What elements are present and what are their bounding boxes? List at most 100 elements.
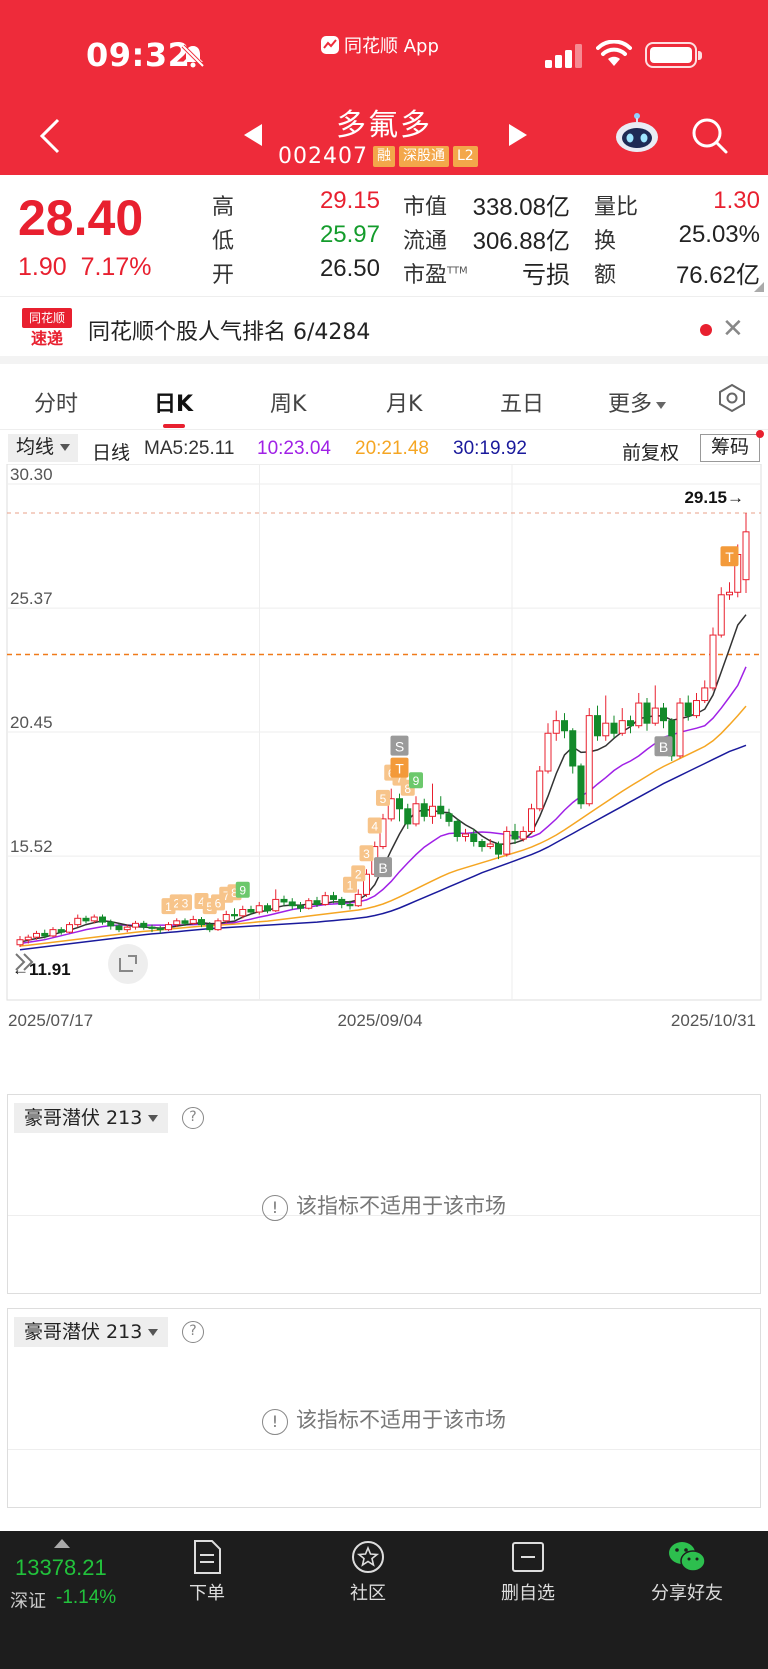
counter-marker-text: 9 <box>239 884 246 898</box>
help-icon[interactable]: ? <box>182 1107 204 1129</box>
chevron-up-icon[interactable] <box>54 1539 70 1548</box>
community-label: 社区 <box>350 1583 386 1604</box>
candle-down <box>115 925 123 931</box>
previous-stock-button[interactable] <box>244 124 262 146</box>
max-price-label: 29.15→ <box>684 488 744 507</box>
ma20-line <box>19 705 747 947</box>
next-stock-button[interactable] <box>509 124 527 146</box>
active-tab-indicator <box>163 424 185 428</box>
stock-badges: 融 深股通 L2 <box>373 146 478 167</box>
ma-select-label: 均线 <box>16 437 55 458</box>
candle-up <box>676 702 684 757</box>
chips-notice-dot <box>756 430 764 438</box>
share-friends-button[interactable]: 分享好友 <box>637 1539 737 1605</box>
candle-down <box>495 843 502 855</box>
order-button[interactable]: 下单 <box>157 1539 257 1605</box>
assistant-robot-icon[interactable] <box>614 112 660 154</box>
indicator-select-2[interactable]: 豪哥潜伏 213 <box>14 1317 169 1347</box>
ma5-value: MA5:25.11 <box>144 438 235 459</box>
cellular-signal-icon <box>545 44 582 68</box>
low-label: 低 <box>212 229 235 254</box>
candle-down <box>264 905 271 912</box>
candle-up <box>321 895 329 905</box>
panel-gridline <box>8 1449 760 1450</box>
order-label: 下单 <box>189 1583 225 1604</box>
counter-marker <box>376 789 390 806</box>
candle-up <box>24 936 32 941</box>
candle-down <box>511 830 519 840</box>
badge-connect: 深股通 <box>399 146 449 167</box>
community-button[interactable]: 社区 <box>318 1539 418 1605</box>
community-icon <box>352 1541 384 1573</box>
counter-marker-text: 7 <box>396 772 403 786</box>
ma-select[interactable]: 均线 <box>8 434 79 462</box>
header: 09:32 同花顺 App 多氟多 002407 融 深股 <box>0 0 768 175</box>
y-tick-label: 30.30 <box>10 465 53 484</box>
candle-down <box>346 903 354 907</box>
expand-quote-icon[interactable] <box>754 282 764 292</box>
candle-up <box>305 900 313 909</box>
tab-intraday[interactable]: 分时 <box>34 392 79 417</box>
indicator-panel-2: 豪哥潜伏 213 ? ! 该指标不适用于该市场 <box>7 1308 761 1508</box>
index-value[interactable]: 13378.21 <box>15 1555 107 1580</box>
back-icon[interactable] <box>36 118 64 154</box>
candle-up <box>544 732 552 772</box>
remove-watchlist-icon <box>512 1542 544 1572</box>
open-value: 26.50 <box>319 255 380 282</box>
pe-ttm: TTM <box>447 265 468 277</box>
close-icon[interactable]: ✕ <box>722 314 744 344</box>
remove-watchlist-label: 删自选 <box>501 1583 555 1604</box>
adjust-mode-button[interactable]: 前复权 <box>622 443 680 464</box>
candle-down <box>330 895 337 900</box>
express-logo: 同花顺 速递 <box>22 308 72 352</box>
chips-button[interactable]: 筹码 <box>700 434 760 462</box>
bottom-toolbar: 13378.21 深证 -1.14% 下单 社区 删自选 <box>0 1531 768 1669</box>
candle-down <box>445 813 453 822</box>
trade-marker-text: B <box>378 860 387 876</box>
tab-daily-k[interactable]: 日K <box>154 392 194 417</box>
counter-marker <box>359 845 374 862</box>
tab-more[interactable]: 更多 <box>608 386 667 418</box>
change-value: 1.90 <box>18 253 67 281</box>
counter-marker-text: 8 <box>404 782 411 796</box>
ma20-value: 20:21.48 <box>355 438 429 459</box>
app-indicator-label: 同花顺 App <box>344 36 439 57</box>
expand-corners-icon <box>119 955 137 972</box>
popularity-text: 同花顺个股人气排名 6/4284 <box>88 320 371 345</box>
chevron-down-icon <box>148 1115 159 1122</box>
high-value: 29.15 <box>319 187 380 214</box>
axis-labels: 30.30 25.37 20.45 15.52 29.15→ ←11.91 2025/07/… <box>8 465 756 1030</box>
y-tick-label: 25.37 <box>10 589 53 608</box>
settings-hexagon-icon[interactable] <box>716 382 748 414</box>
candle-down <box>577 765 585 805</box>
share-friends-label: 分享好友 <box>651 1583 723 1604</box>
candle-down <box>610 722 618 734</box>
popularity-bar[interactable]: 同花顺 速递 同花顺个股人气排名 6/4284 <box>0 298 768 364</box>
candle-up <box>123 926 131 931</box>
index-name: 深证 <box>10 1591 46 1612</box>
tab-monthly-k[interactable]: 月K <box>386 392 423 417</box>
badge-margin: 融 <box>373 146 395 167</box>
candle-down <box>684 702 692 717</box>
collapse-panel-icon[interactable] <box>15 953 34 971</box>
change-percent: 7.17% <box>80 253 152 281</box>
kline-chart[interactable]: 123456789123456789BTSBT 30.3025.3720.451… <box>0 464 768 1096</box>
ma5-line <box>19 614 747 943</box>
counter-marker-text: 6 <box>215 896 222 910</box>
candle-up <box>726 591 733 596</box>
fullscreen-icon[interactable] <box>108 944 148 984</box>
tab-five-day[interactable]: 五日 <box>500 392 545 417</box>
indicator-select-1[interactable]: 豪哥潜伏 213 <box>14 1103 169 1133</box>
search-icon[interactable] <box>690 116 730 156</box>
candle-down <box>297 905 304 909</box>
candle-down <box>206 924 214 931</box>
double-chevron-icon <box>15 953 34 971</box>
help-icon[interactable]: ? <box>182 1321 204 1343</box>
candle-up <box>536 770 544 810</box>
trade-marker-text: B <box>659 739 668 755</box>
bell-muted-icon <box>181 44 205 68</box>
remove-watchlist-button[interactable]: 删自选 <box>478 1539 578 1605</box>
tab-weekly-k[interactable]: 周K <box>270 392 307 417</box>
indicator-select-2-label: 豪哥潜伏 213 <box>24 1321 143 1343</box>
